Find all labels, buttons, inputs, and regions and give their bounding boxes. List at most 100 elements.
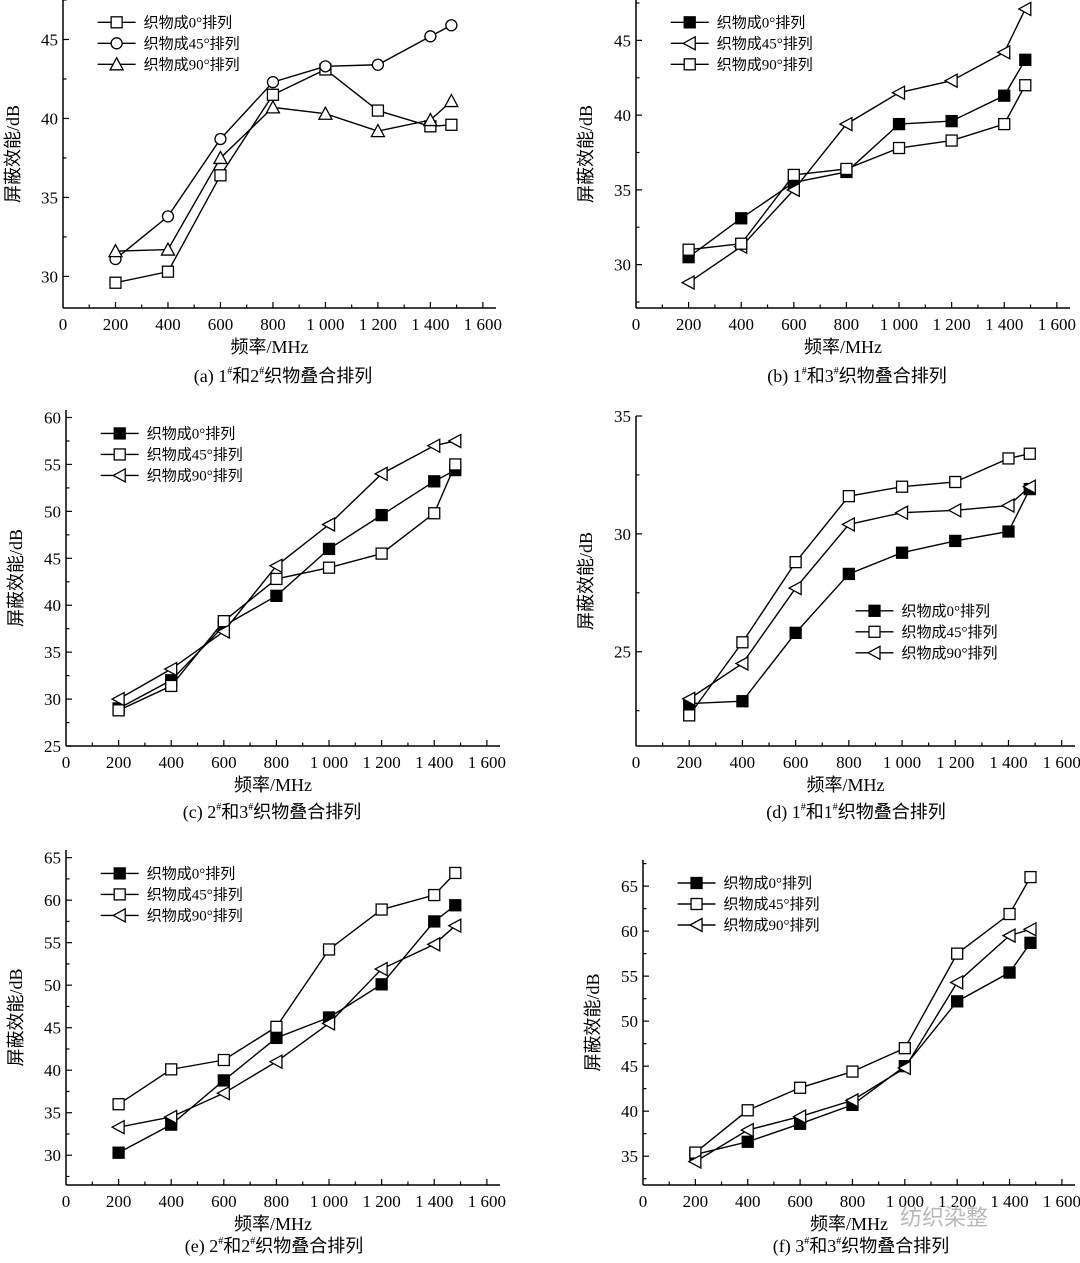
data-point <box>842 567 855 581</box>
data-point <box>112 704 125 717</box>
x-tick-label: 600 <box>787 1192 813 1211</box>
data-point <box>270 1020 283 1034</box>
x-tick-label: 800 <box>840 1192 866 1211</box>
x-tick-label: 1 400 <box>989 753 1027 772</box>
x-tick-label: 0 <box>62 1192 71 1211</box>
data-point <box>840 162 853 176</box>
caption-superscript: # <box>832 802 838 813</box>
legend-label: 织物成90°排列 <box>147 907 243 924</box>
data-point <box>322 943 336 956</box>
caption-text: 织物叠合排列 <box>841 1236 950 1256</box>
data-point <box>682 243 695 256</box>
caption-superscript: # <box>218 1236 224 1247</box>
legend-label: 织物成90°排列 <box>144 56 240 73</box>
data-point <box>894 505 909 521</box>
data-point <box>1024 936 1037 949</box>
y-tick-label: 45 <box>44 549 61 568</box>
x-tick-label: 0 <box>62 753 71 772</box>
panel-caption: (f) 3#和3#织物叠合排列 <box>773 1232 949 1258</box>
legend-marker <box>866 645 881 661</box>
caption-text: (f) 3 <box>772 1236 805 1256</box>
x-tick-label: 1 200 <box>933 315 971 334</box>
x-axis-label: 频率/MHz <box>804 337 882 357</box>
y-tick-label: 55 <box>44 934 61 953</box>
legend-marker <box>110 37 123 50</box>
data-point <box>741 1104 754 1117</box>
y-tick-label: 30 <box>44 690 61 709</box>
series-2 <box>110 433 462 707</box>
x-tick-label: 1 200 <box>938 1192 976 1211</box>
legend-marker <box>111 907 126 923</box>
legend-marker <box>113 427 126 440</box>
series-line <box>688 486 1031 700</box>
x-tick-label: 1 400 <box>990 1192 1028 1211</box>
legend-label: 织物成90°排列 <box>147 467 243 484</box>
series-line <box>118 469 456 710</box>
legend-marker <box>681 35 696 51</box>
caption-superscript: # <box>216 802 222 813</box>
x-tick-label: 600 <box>211 1192 237 1211</box>
caption-superscript: # <box>259 366 265 377</box>
y-tick-label: 25 <box>44 737 61 756</box>
series-2 <box>107 93 459 258</box>
data-point <box>428 888 441 902</box>
y-axis-label: 屏蔽效能/dB <box>3 105 23 203</box>
data-point <box>161 210 175 223</box>
series-line <box>688 59 1026 258</box>
series-line <box>689 488 1031 705</box>
data-point <box>373 961 388 977</box>
y-axis-label: 屏蔽效能/dB <box>583 973 603 1071</box>
data-point <box>110 691 125 707</box>
data-point <box>895 480 909 493</box>
series-2 <box>687 921 1037 1170</box>
legend-label: 织物成45°排列 <box>724 896 820 913</box>
data-point <box>268 558 283 574</box>
series-1 <box>112 458 462 717</box>
data-point <box>215 623 230 640</box>
y-axis-label: 屏蔽效能/dB <box>6 529 26 627</box>
y-tick-label: 60 <box>621 922 638 941</box>
legend-marker <box>110 16 123 29</box>
data-point <box>370 123 386 138</box>
data-point <box>428 507 441 520</box>
data-point <box>844 1092 859 1108</box>
data-point <box>322 542 336 556</box>
data-point <box>735 212 748 225</box>
caption-text: 织物叠合排列 <box>264 366 373 386</box>
caption-text: 和3 <box>809 1236 837 1256</box>
caption-superscript: # <box>836 1236 842 1247</box>
panel-caption: (d) 1#和1#织物叠合排列 <box>766 798 946 824</box>
data-point <box>785 182 800 198</box>
data-point <box>1003 907 1016 921</box>
y-tick-label: 40 <box>44 596 61 615</box>
data-point <box>445 19 458 32</box>
chart-panel-e: 0 200 400 600 800 1 000 1 200 1 400 1 600 30 35 40 4… <box>6 849 506 1234</box>
legend-label: 织物成0°排列 <box>717 14 806 31</box>
data-point <box>110 1119 125 1135</box>
y-tick-label: 35 <box>44 643 61 662</box>
data-point <box>322 561 336 574</box>
legend-label: 织物成0°排列 <box>147 425 236 442</box>
legend-marker <box>109 56 125 71</box>
x-tick-label: 200 <box>106 1192 132 1211</box>
legend-marker <box>868 625 881 638</box>
data-point <box>896 1060 911 1076</box>
caption-text: (a) 1 <box>193 366 228 386</box>
data-point <box>892 117 906 131</box>
legend-label: 织物成45°排列 <box>147 446 243 463</box>
data-point <box>214 132 227 146</box>
caption-text: (d) 1 <box>766 802 801 822</box>
caption-superscript: # <box>248 802 254 813</box>
x-tick-label: 600 <box>211 753 237 772</box>
y-tick-label: 30 <box>41 267 58 286</box>
legend-label: 织物成45°排列 <box>147 886 243 903</box>
data-point <box>687 1154 702 1170</box>
x-tick-label: 1 600 <box>468 753 506 772</box>
caption-text: (e) 2 <box>184 1236 219 1256</box>
data-point <box>846 1065 859 1078</box>
data-point <box>1021 479 1036 495</box>
series-line <box>118 925 456 1128</box>
data-point <box>895 546 909 559</box>
data-point <box>949 475 962 489</box>
